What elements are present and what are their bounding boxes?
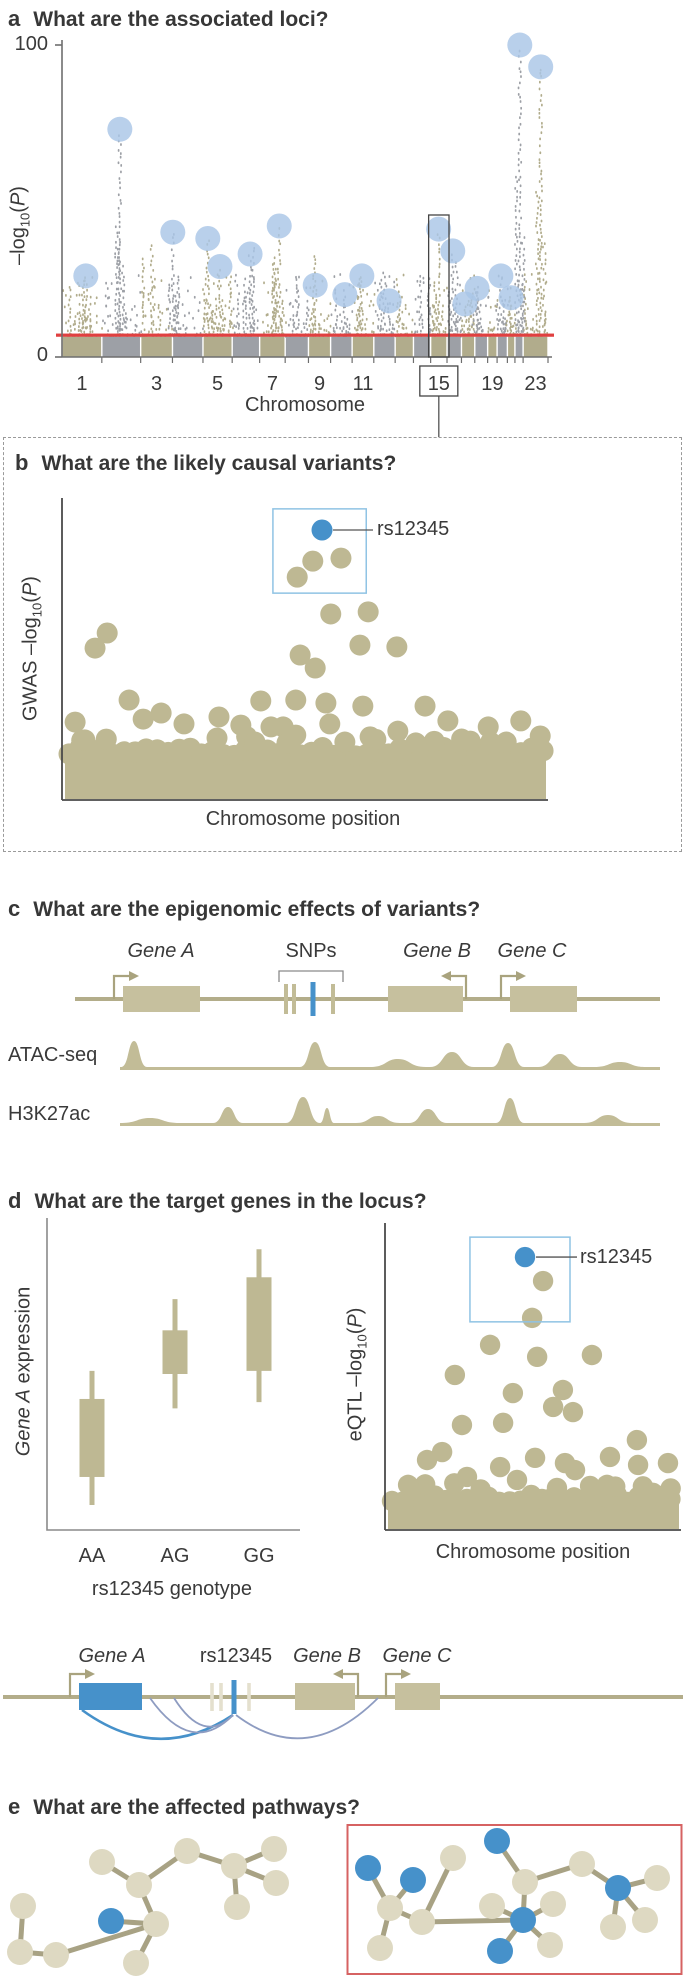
svg-text:9: 9 [314, 373, 325, 395]
svg-text:23: 23 [524, 373, 546, 395]
boxplot-x-axis-label: rs12345 genotype [91, 1578, 253, 1600]
svg-text:19: 19 [481, 373, 503, 395]
manhattan-ytick-bottom: 0 [36, 344, 48, 366]
locuszoom-lead-variant-label: rs12345 [377, 518, 450, 540]
gene-b-label: Gene B [403, 940, 471, 962]
panel-d-letter: d [8, 1188, 22, 1213]
panel-e-title: e What are the affected pathways? [8, 1794, 360, 1819]
gene-a-label: Gene A [127, 940, 195, 962]
gene-c-label: Gene C [497, 940, 567, 962]
panel-b-letter: b [15, 450, 29, 475]
snps-label: SNPs [285, 940, 337, 962]
locusz oom-x-axis-label: Chromosome position [205, 808, 401, 830]
svg-text:11: 11 [353, 373, 374, 395]
panel-b-dashed-box [3, 437, 682, 852]
svg-text:AA: AA [79, 1545, 106, 1567]
panel-d-title: d What are the target genes in the locus? [8, 1188, 427, 1213]
svg-text:AG: AG [161, 1545, 190, 1567]
panel-c-title: c What are the epigenomic effects of vari… [8, 896, 481, 921]
h3k27ac-track-label: H3K27ac [8, 1103, 91, 1125]
panel-a-title: a What are the associated loci? [8, 6, 329, 31]
panel-b-title: b What are the likely causal variants? [15, 450, 397, 475]
tracks-plot [75, 970, 660, 1126]
locuszoom-plot [58, 498, 554, 801]
atac-seq-track-label: ATAC-seq [8, 1044, 98, 1066]
eqtl-x-axis-label: Chromosome position [435, 1541, 631, 1563]
panel-c-letter: c [8, 896, 21, 921]
svg-text:7: 7 [267, 373, 278, 395]
svg-text:5: 5 [212, 373, 223, 395]
model-gene-a-label: Gene A [78, 1645, 146, 1667]
panel-e-letter: e [8, 1794, 21, 1819]
svg-text:3: 3 [151, 373, 162, 395]
manhattan-ytick-top: 100 [14, 33, 48, 55]
model-gene-c-label: Gene C [382, 1645, 452, 1667]
svg-text:1: 1 [76, 373, 87, 395]
eqtl-plot [381, 1223, 681, 1531]
network-right [346, 1824, 683, 1975]
svg-text:15: 15 [428, 373, 450, 395]
eqtl-lead-variant-label: rs12345 [580, 1246, 653, 1268]
panel-a-letter: a [8, 6, 21, 31]
manhattan-plot: 1 3 5 7 9 11 15 19 23 [55, 32, 554, 437]
gene-model-plot [3, 1669, 683, 1741]
model-variant-label: rs12345 [199, 1645, 273, 1667]
network-left [7, 1836, 289, 1976]
expression-boxplot: AA AG GG [46, 1218, 300, 1567]
manhattan-x-axis-label: Chromosome [244, 394, 366, 416]
svg-text:GG: GG [243, 1545, 274, 1567]
model-gene-b-label: Gene B [293, 1645, 361, 1667]
